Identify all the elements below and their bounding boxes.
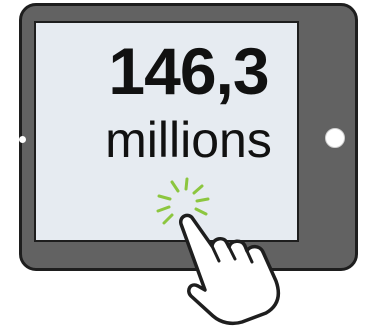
unit-label: millions: [105, 112, 272, 168]
camera-dot: [19, 136, 26, 143]
headline-value: 146,3: [108, 34, 269, 108]
home-button: [325, 128, 345, 148]
hand-finger-creases: [210, 244, 254, 264]
tap-burst-icon: [156, 177, 210, 225]
pointing-hand-icon: [179, 213, 280, 326]
tablet-screen: [34, 21, 299, 242]
